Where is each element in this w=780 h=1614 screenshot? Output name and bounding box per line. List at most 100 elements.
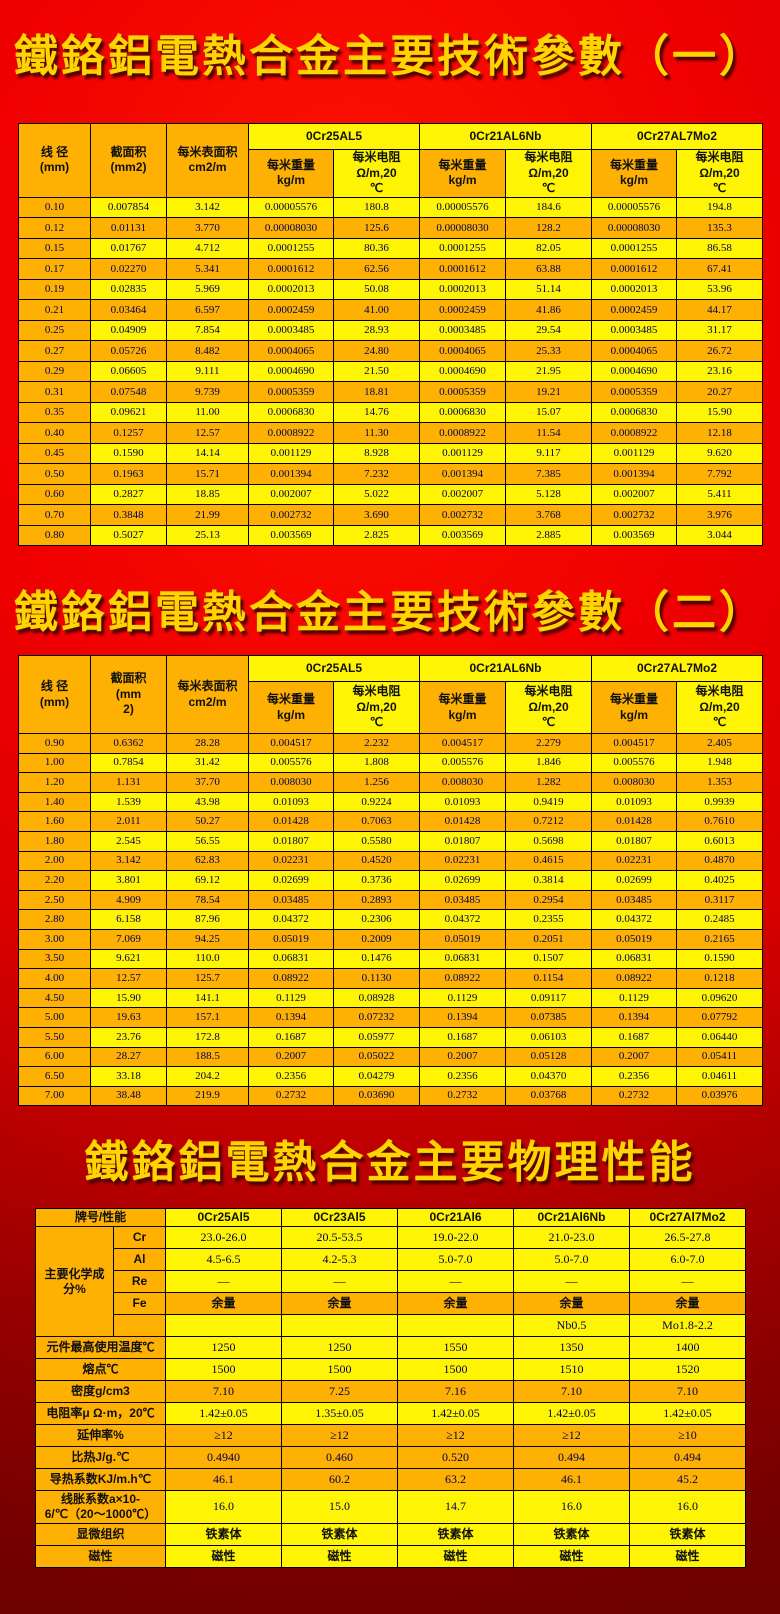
col-header-weight: 每米重量 kg/m	[248, 681, 334, 734]
table-cell: 2.279	[505, 733, 592, 754]
table-cell: 125.7	[166, 968, 249, 989]
table-cell: 3.50	[18, 948, 91, 970]
table-cell: 0.05977	[333, 1026, 420, 1048]
col-header-alloy-0cr27al7mo2: 0Cr27AL7Mo2	[591, 123, 763, 150]
table-cell: 6.158	[90, 909, 167, 930]
table-cell: 9.620	[676, 442, 763, 465]
table-row: 5.50 23.76 172.8 0.1687 0.05977 0.1687 0.06103…	[18, 1026, 763, 1048]
table-row: 0.40 0.1257 12.57 0.0008922 11.30 0.0008922 11…	[18, 422, 763, 444]
table-cell: 24.80	[333, 340, 420, 362]
table-cell: 0.0001255	[419, 237, 506, 260]
table-cell: 25.33	[505, 340, 592, 362]
table-cell: 2.825	[333, 524, 420, 547]
table-cell: 53.96	[676, 278, 763, 301]
table-cell: 0.1218	[676, 968, 763, 989]
table-cell: 1500	[165, 1358, 282, 1381]
table-row: 1.60 2.011 50.27 0.01428 0.7063 0.01428 0.7212…	[18, 811, 763, 832]
table-cell: 0.005576	[419, 752, 506, 774]
table-cell: 2.885	[505, 524, 592, 547]
section2-title: 鐵鉻鋁電熱合金主要技術參數（二）	[14, 587, 766, 638]
table-cell: 157.1	[166, 1007, 249, 1028]
table-cell: 4.909	[90, 889, 167, 911]
table-cell: 141.1	[166, 987, 249, 1009]
table-cell: Fe	[113, 1292, 166, 1315]
table-cell: 44.17	[676, 299, 763, 321]
table-cell: 0.0008922	[248, 422, 334, 444]
table-row: 3.50 9.621 110.0 0.06831 0.1476 0.06831 0.1507…	[18, 948, 763, 970]
table-cell: 9.117	[505, 442, 592, 465]
table-cell: 4.50	[18, 987, 91, 1009]
table-cell: 7.25	[281, 1380, 398, 1403]
table-cell: 0.1394	[419, 1007, 506, 1028]
table-cell: 0.6362	[90, 733, 167, 754]
table-cell: 0.06440	[676, 1026, 763, 1048]
table-cell: 8.482	[166, 340, 249, 362]
table-cell: 0.00008030	[419, 217, 506, 239]
table-row: 4.50 15.90 141.1 0.1129 0.08928 0.1129 0.09117…	[18, 987, 763, 1009]
table-cell: 67.41	[676, 258, 763, 280]
table-row: 2.50 4.909 78.54 0.03485 0.2893 0.03485 0.2954…	[18, 889, 763, 911]
table-cell: 0.00005576	[591, 196, 677, 219]
col-header-weight: 每米重量 kg/m	[248, 149, 334, 198]
table-cell: —	[281, 1270, 398, 1293]
table-row: 密度g/cm3 7.10 7.25 7.16 7.10 7.10	[35, 1380, 746, 1403]
table-cell: 0.00008030	[591, 217, 677, 239]
table-cell: 0.002732	[419, 504, 506, 526]
table-cell: 2.50	[18, 889, 91, 911]
table-cell: 0.2355	[505, 909, 592, 930]
table-cell: 23.16	[676, 360, 763, 383]
table-cell: 0.01807	[419, 830, 506, 852]
table-cell: 0.3117	[676, 889, 763, 911]
col-header-surface: 每米表面积 cm2/m	[166, 655, 249, 734]
table-cell: 1510	[513, 1358, 630, 1381]
table-cell: 11.30	[333, 422, 420, 444]
table-cell: 0.2732	[419, 1085, 506, 1107]
table-cell	[397, 1314, 514, 1337]
table-cell: 21.50	[333, 360, 420, 383]
table-cell: 0.08922	[419, 968, 506, 989]
table-cell: 16.0	[165, 1490, 282, 1524]
table-cell: 0.4025	[676, 870, 763, 891]
table-cell: 0.002007	[591, 483, 677, 506]
table-cell: 0.1154	[505, 968, 592, 989]
table-cell: 1.35±0.05	[281, 1402, 398, 1425]
table-cell: 0.06605	[90, 360, 167, 383]
table-cell: 0.01428	[248, 811, 334, 832]
table-cell: 0.1590	[90, 442, 167, 465]
table-cell: 5.411	[676, 483, 763, 506]
table-cell: ≥12	[281, 1424, 398, 1447]
col-header-resistance: 每米电阻 Ω/m,20 ℃	[676, 149, 763, 198]
table-cell: 0.45	[18, 442, 91, 465]
table-cell: 0.12	[18, 217, 91, 239]
col-header-resistance: 每米电阻 Ω/m,20 ℃	[505, 149, 592, 198]
table-cell: 12.18	[676, 422, 763, 444]
table-cell: 0.00005576	[419, 196, 506, 219]
table-cell: 0.01131	[90, 217, 167, 239]
table-cell: 0.0003485	[591, 319, 677, 342]
table-cell: 0.2954	[505, 889, 592, 911]
table-cell: 0.02231	[419, 850, 506, 872]
table-cell: 12.57	[90, 968, 167, 989]
table-cell: 14.14	[166, 442, 249, 465]
table-cell: 0.90	[18, 733, 91, 754]
table-cell: 磁性	[513, 1545, 630, 1568]
table-cell: 余量	[281, 1292, 398, 1315]
table-cell: 4.2-5.3	[281, 1248, 398, 1271]
table-cell: 0.0001612	[591, 258, 677, 280]
table-row: 1.00 0.7854 31.42 0.005576 1.808 0.005576 1.84…	[18, 752, 763, 774]
table-row: 0.25 0.04909 7.854 0.0003485 28.93 0.0003485 2…	[18, 319, 763, 342]
table-cell: 5.0-7.0	[397, 1248, 514, 1271]
table-cell: 0.06831	[248, 948, 334, 970]
table-cell: ≥12	[397, 1424, 514, 1447]
table-cell: 2.80	[18, 909, 91, 930]
col-header-weight: 每米重量 kg/m	[591, 681, 677, 734]
table-cell: 0.0006830	[591, 401, 677, 424]
table-cell: 16.0	[629, 1490, 746, 1524]
table2-header: 线 径 (mm) 截面积 (mm 2) 每米表面积 cm2/m 0Cr25AL5…	[18, 655, 763, 734]
col-header-alloy-0cr25al5: 0Cr25AL5	[248, 655, 420, 682]
table-cell: 0.06831	[419, 948, 506, 970]
section3-title: 鐵鉻鋁電熱合金主要物理性能	[84, 1137, 696, 1188]
col-header-alloy-0cr21al6nb: 0Cr21AL6Nb	[419, 123, 592, 150]
table-row: 0.12 0.01131 3.770 0.00008030 125.6 0.0000803…	[18, 217, 763, 239]
table-cell: 62.83	[166, 850, 249, 872]
